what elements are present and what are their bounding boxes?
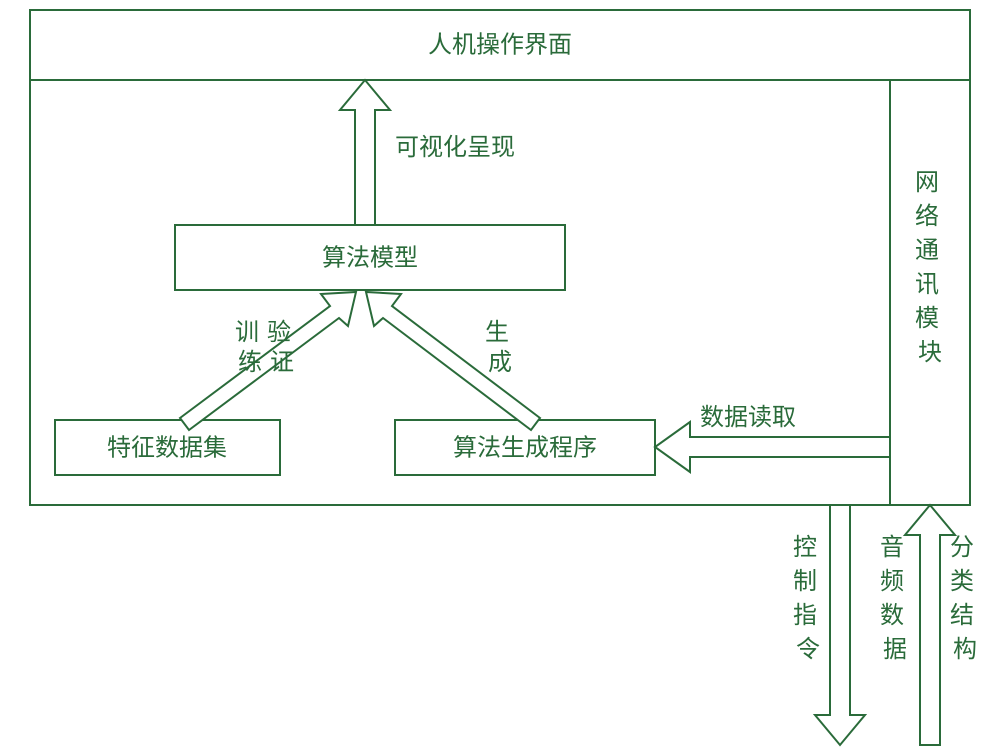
arrow-audio-class bbox=[905, 505, 955, 745]
system-diagram: 人机操作界面 网 络 通 讯 模 块 算法模型 特征数据集 算法生成程序 可视化… bbox=[0, 0, 1000, 756]
label-algo-model: 算法模型 bbox=[322, 245, 418, 272]
label-feature-set: 特征数据集 bbox=[107, 435, 227, 462]
label-class-struct: 分 类 结 构 bbox=[950, 534, 980, 663]
label-ui-title: 人机操作界面 bbox=[428, 32, 572, 59]
label-data-read: 数据读取 bbox=[700, 404, 796, 431]
label-visualize: 可视化呈现 bbox=[395, 134, 515, 161]
label-audio-data: 音 频 数 据 bbox=[880, 534, 910, 663]
label-ctrl-cmd: 控 制 指 令 bbox=[793, 534, 823, 663]
label-algo-gen: 算法生成程序 bbox=[453, 435, 597, 462]
